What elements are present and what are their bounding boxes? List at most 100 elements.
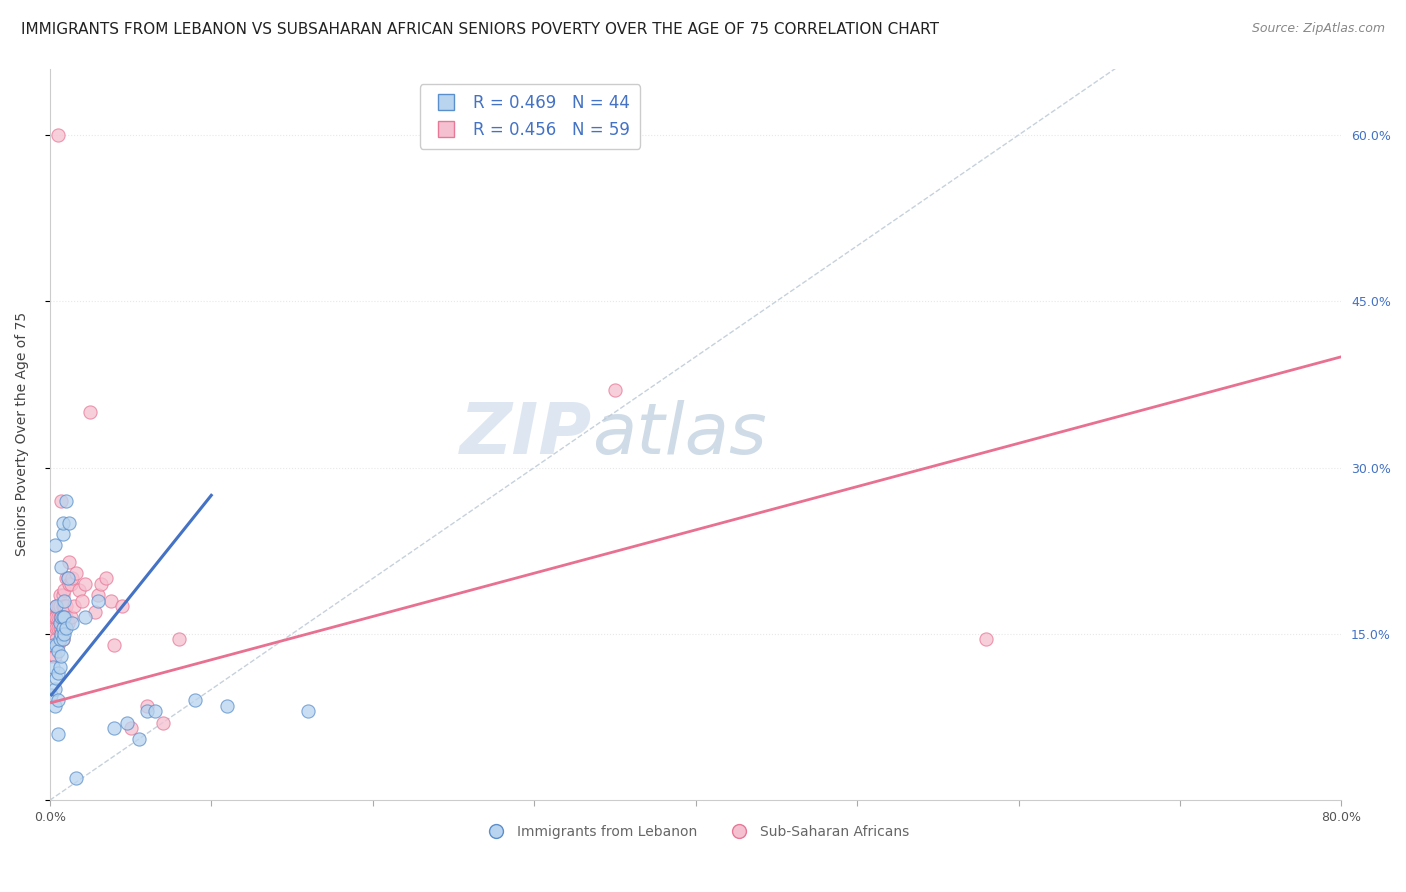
Point: [49, 649, 72, 664]
Point: [52, 599, 75, 614]
Point: [84, 605, 107, 619]
Point: [41, 649, 63, 664]
Point: [48, 660, 70, 674]
Point: [111, 599, 134, 614]
Point: [45, 671, 67, 685]
Text: Source: ZipAtlas.com: Source: ZipAtlas.com: [1251, 22, 1385, 36]
Point: [42, 638, 65, 652]
Point: [49, 560, 72, 574]
Point: [45, 638, 67, 652]
Point: [53, 582, 76, 597]
Point: [59, 577, 82, 591]
Point: [45, 621, 67, 635]
Point: [75, 610, 97, 624]
Point: [52, 632, 75, 647]
Point: [79, 405, 101, 419]
Text: atlas: atlas: [592, 400, 766, 469]
Point: [59, 610, 82, 624]
Point: [58, 577, 80, 591]
Point: [46, 693, 69, 707]
Point: [55, 494, 77, 508]
Point: [49, 494, 72, 508]
Point: [67, 582, 90, 597]
Point: [42, 660, 65, 674]
Point: [44, 538, 66, 552]
Point: [48, 615, 70, 630]
Point: [143, 705, 166, 719]
Point: [87, 593, 110, 607]
Point: [41, 621, 63, 635]
Point: [128, 732, 150, 747]
Point: [603, 383, 626, 397]
Point: [65, 566, 87, 580]
Y-axis label: Seniors Poverty Over the Age of 75: Seniors Poverty Over the Age of 75: [15, 312, 30, 557]
Point: [55, 621, 77, 635]
Point: [45, 599, 67, 614]
Point: [167, 632, 190, 647]
Point: [152, 715, 174, 730]
Point: [135, 705, 157, 719]
Point: [48, 610, 70, 624]
Point: [44, 649, 66, 664]
Point: [44, 682, 66, 697]
Point: [62, 572, 84, 586]
Point: [87, 588, 110, 602]
Point: [48, 588, 70, 602]
Point: [46, 128, 69, 142]
Point: [53, 599, 76, 614]
Point: [55, 599, 77, 614]
Point: [52, 588, 75, 602]
Point: [48, 621, 70, 635]
Point: [45, 599, 67, 614]
Point: [297, 705, 319, 719]
Point: [56, 572, 79, 586]
Point: [974, 632, 997, 647]
Point: [49, 610, 72, 624]
Point: [103, 721, 125, 735]
Point: [52, 610, 75, 624]
Point: [44, 610, 66, 624]
Point: [58, 516, 80, 530]
Point: [49, 610, 72, 624]
Point: [56, 615, 79, 630]
Point: [46, 643, 69, 657]
Point: [52, 516, 75, 530]
Point: [120, 721, 142, 735]
Point: [46, 665, 69, 680]
Point: [70, 593, 93, 607]
Point: [58, 555, 80, 569]
Point: [48, 632, 70, 647]
Point: [184, 693, 207, 707]
Point: [52, 632, 75, 647]
Point: [52, 621, 75, 635]
Point: [46, 621, 69, 635]
Point: [217, 698, 239, 713]
Point: [44, 627, 66, 641]
Point: [48, 599, 70, 614]
Point: [96, 572, 118, 586]
Point: [75, 577, 97, 591]
Point: [45, 610, 67, 624]
Point: [53, 621, 76, 635]
Point: [46, 599, 69, 614]
Text: IMMIGRANTS FROM LEBANON VS SUBSAHARAN AFRICAN SENIORS POVERTY OVER THE AGE OF 75: IMMIGRANTS FROM LEBANON VS SUBSAHARAN AF…: [21, 22, 939, 37]
Point: [53, 610, 76, 624]
Point: [63, 599, 86, 614]
Legend: Immigrants from Lebanon, Sub-Saharan Africans: Immigrants from Lebanon, Sub-Saharan Afr…: [477, 820, 914, 845]
Point: [135, 698, 157, 713]
Point: [100, 593, 122, 607]
Point: [103, 638, 125, 652]
Point: [62, 615, 84, 630]
Point: [49, 627, 72, 641]
Point: [42, 638, 65, 652]
Point: [56, 572, 79, 586]
Point: [52, 610, 75, 624]
Point: [45, 632, 67, 647]
Point: [55, 610, 77, 624]
Point: [46, 610, 69, 624]
Point: [55, 572, 77, 586]
Point: [117, 715, 139, 730]
Point: [44, 698, 66, 713]
Point: [53, 627, 76, 641]
Point: [52, 527, 75, 541]
